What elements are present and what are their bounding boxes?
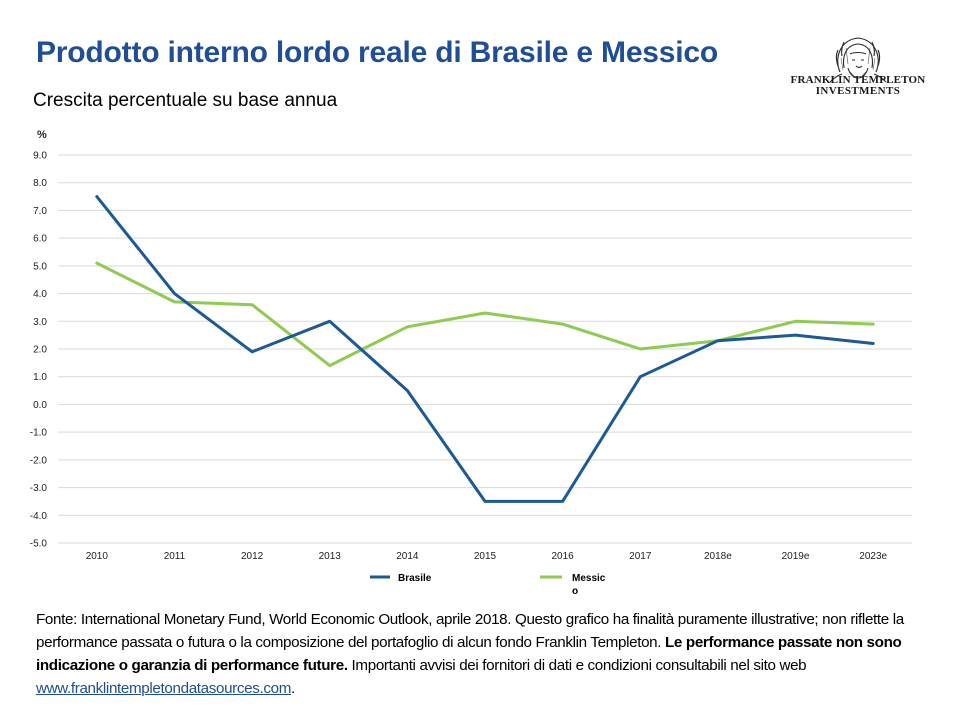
logo-wordmark: FRANKLIN TEMPLETON <box>790 74 926 86</box>
x-tick-label: 2012 <box>241 551 264 562</box>
franklin-portrait-logo-icon <box>829 37 887 83</box>
series-line-brasile <box>95 195 875 503</box>
x-tick-label: 2016 <box>552 551 575 562</box>
footnote-disclaimer: Le performance passate non sono indicazi… <box>36 634 902 674</box>
y-tick-label: -2.0 <box>30 455 48 466</box>
y-tick-label: -1.0 <box>30 428 48 439</box>
x-tick-label: 2011 <box>164 551 186 562</box>
y-tick-label: 1.0 <box>33 372 47 383</box>
chart-series <box>95 195 875 503</box>
y-axis-ticks: 9.0 8.0 7.0 6.0 5.0 4.0 3.0 2.0 1.0 0.0 -1.0 -2.0 -3… <box>30 151 48 550</box>
legend-label-brasile: Brasile <box>398 573 432 584</box>
x-tick-label: 2013 <box>319 551 342 562</box>
y-tick-label: 0.0 <box>33 400 47 411</box>
gdp-line-chart: 9.0 8.0 7.0 6.0 5.0 4.0 3.0 2.0 1.0 0.0 -1.0 -2.0 -3… <box>30 129 912 597</box>
chart-gridlines <box>58 154 912 544</box>
legend-label-messico: Messic <box>572 573 606 584</box>
y-tick-label: 5.0 <box>33 261 47 272</box>
y-tick-label: 6.0 <box>33 234 47 245</box>
y-tick-label: -4.0 <box>30 511 48 522</box>
x-tick-label: 2014 <box>396 551 419 562</box>
chart-legend: Brasile Messic o <box>370 573 606 597</box>
logo-tagline: INVESTMENTS <box>815 85 901 97</box>
y-tick-label: -5.0 <box>30 539 48 550</box>
footnote-notice: Importanti avvisi dei fornitori di dati … <box>347 657 807 674</box>
legend-label-messico-wrap: o <box>572 586 578 597</box>
y-tick-label: 2.0 <box>33 345 47 356</box>
page-subtitle: Crescita percentuale su base annua <box>33 90 338 111</box>
x-tick-label: 2023e <box>859 551 887 562</box>
y-tick-label: -3.0 <box>30 483 48 494</box>
x-tick-label: 2019e <box>782 551 810 562</box>
data-sources-link[interactable]: www.franklintempletondatasources.com <box>36 680 291 697</box>
y-tick-label: 8.0 <box>33 178 47 189</box>
y-tick-label: 7.0 <box>33 206 47 217</box>
footnote-source: Fonte: International Monetary Fund, Worl… <box>36 611 904 651</box>
x-tick-label: 2017 <box>629 551 652 562</box>
x-axis-ticks: 2010 2011 2012 2013 2014 2015 2016 2017 2018e 201… <box>86 551 888 562</box>
y-axis-unit-label: % <box>37 129 47 141</box>
footnote-end: . <box>291 680 295 697</box>
y-tick-label: 3.0 <box>33 317 47 328</box>
y-tick-label: 4.0 <box>33 289 47 300</box>
x-tick-label: 2018e <box>704 551 732 562</box>
page-title: Prodotto interno lordo reale di Brasile … <box>36 36 719 69</box>
x-tick-label: 2010 <box>86 551 109 562</box>
source-footnote: Fonte: International Monetary Fund, Worl… <box>36 608 940 700</box>
series-line-messico <box>95 261 875 368</box>
x-tick-label: 2015 <box>474 551 497 562</box>
y-tick-label: 9.0 <box>33 151 47 162</box>
